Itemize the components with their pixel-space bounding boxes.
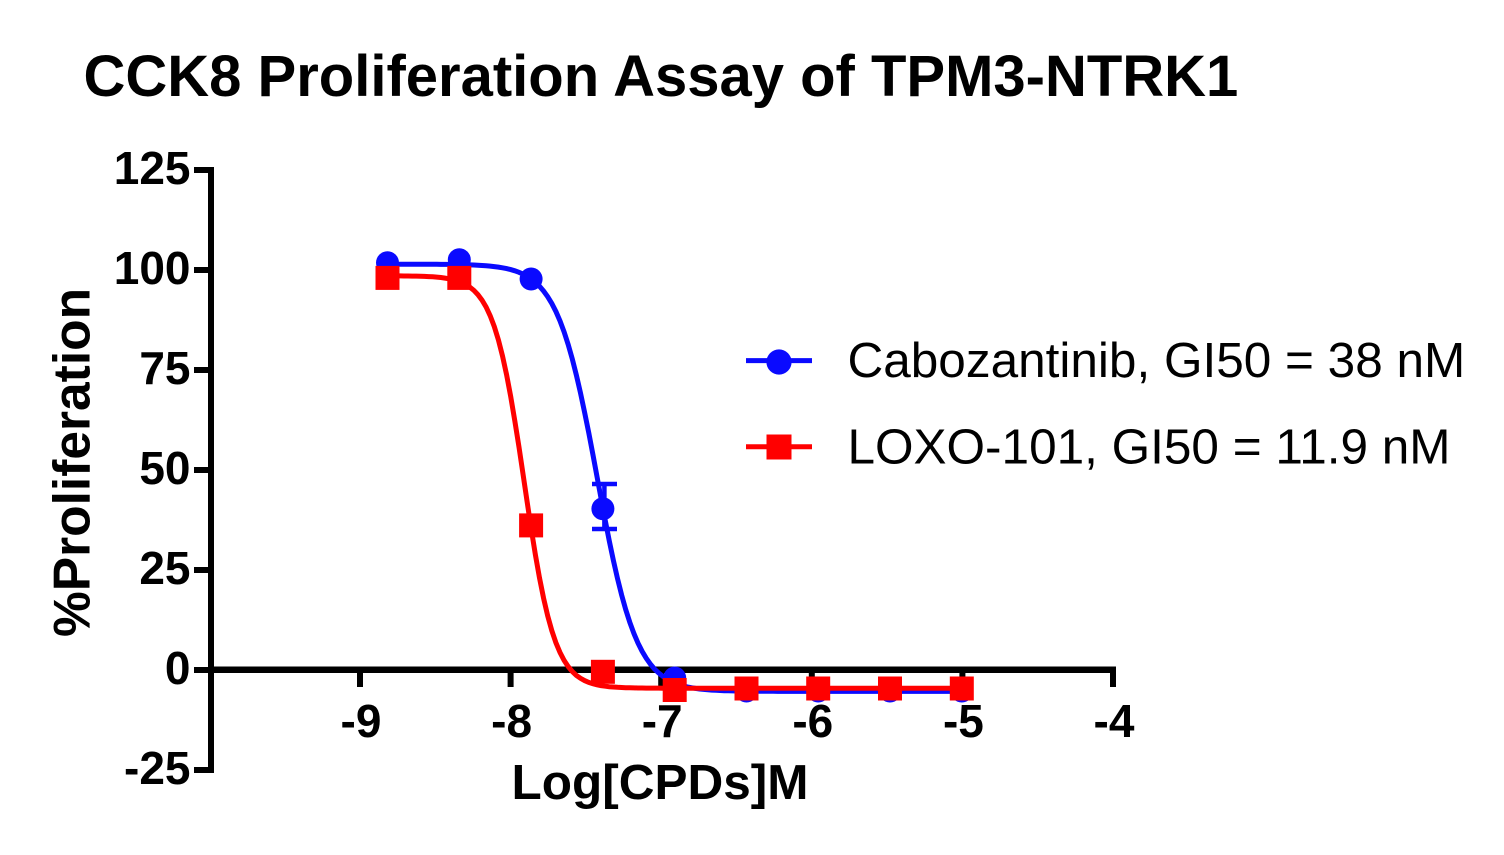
svg-text:-9: -9 bbox=[341, 695, 382, 747]
svg-text:Log[CPDs]M: Log[CPDs]M bbox=[512, 755, 809, 810]
svg-text:-5: -5 bbox=[943, 695, 984, 747]
svg-text:75: 75 bbox=[139, 342, 190, 394]
svg-text:-6: -6 bbox=[792, 695, 833, 747]
svg-text:-4: -4 bbox=[1094, 695, 1135, 747]
svg-text:LOXO-101, GI50 = 11.9 nM: LOXO-101, GI50 = 11.9 nM bbox=[848, 420, 1451, 475]
svg-text:-7: -7 bbox=[642, 695, 683, 747]
svg-text:50: 50 bbox=[139, 442, 190, 494]
svg-text:CCK8 Proliferation Assay of TP: CCK8 Proliferation Assay of TPM3-NTRK1 bbox=[84, 44, 1239, 109]
svg-text:125: 125 bbox=[114, 142, 191, 194]
svg-text:100: 100 bbox=[114, 242, 191, 294]
svg-text:0: 0 bbox=[165, 642, 191, 694]
svg-text:Cabozantinib, GI50 = 38 nM: Cabozantinib, GI50 = 38 nM bbox=[848, 333, 1466, 388]
svg-text:-25: -25 bbox=[124, 742, 190, 794]
svg-text:25: 25 bbox=[139, 542, 190, 594]
svg-text:%Proliferation: %Proliferation bbox=[43, 288, 101, 637]
svg-text:-8: -8 bbox=[491, 695, 532, 747]
